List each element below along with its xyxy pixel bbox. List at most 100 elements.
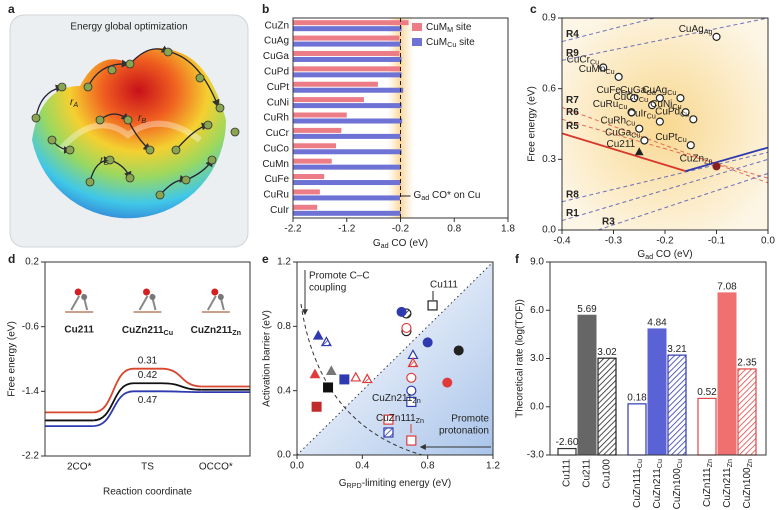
y-tick-label: 0.9 [542, 13, 556, 24]
x-tick-label: -2.2 [284, 224, 302, 235]
point-label: CuCrCu [567, 54, 600, 66]
y-tick-label: 6.0 [530, 305, 544, 316]
text-part: site [453, 22, 472, 33]
bar [293, 103, 402, 109]
text-part: CuRh [600, 115, 626, 126]
text-part: CO* on Cu [429, 190, 480, 201]
panel-letter: f [515, 252, 520, 266]
point [689, 115, 698, 124]
point-label: CuAgCu [642, 85, 676, 97]
region-line [685, 146, 769, 172]
point-label: Cu211 [607, 139, 636, 150]
subscript: Cu [631, 130, 640, 139]
point [712, 32, 721, 41]
state-node [230, 127, 240, 137]
subscript: B [141, 116, 146, 125]
y-tick-label: 9.0 [530, 257, 544, 268]
text-part: CuAg [679, 23, 704, 34]
bar [293, 66, 401, 72]
point [453, 345, 464, 356]
subscript: Cu [447, 40, 456, 49]
point-label: CuZn111Zn [376, 413, 424, 425]
optimization-arrow [87, 59, 130, 88]
annotation: Promote C–C [309, 271, 370, 282]
category-label: CuCr [266, 128, 290, 139]
x-tick-label: CuZn100Cu [672, 459, 684, 509]
text-part: G [373, 238, 381, 249]
point-label: CuRhCu [600, 115, 635, 127]
point [686, 141, 695, 150]
point [712, 162, 721, 171]
bar [293, 35, 400, 41]
state-node [215, 103, 225, 113]
point-label: CuPtCu [655, 132, 686, 144]
bond [70, 295, 81, 311]
point [320, 336, 332, 347]
subscript: C [103, 158, 109, 167]
y-tick-label: 0.3 [542, 154, 556, 165]
bar [647, 328, 667, 456]
value-label: -2.60 [556, 437, 579, 448]
bar [577, 314, 597, 456]
region-line [561, 118, 769, 179]
category-label: CuFe [265, 174, 290, 185]
subscript: Cu [164, 328, 174, 337]
point [406, 435, 417, 446]
subscript: RPD [347, 481, 362, 490]
state-node [171, 145, 181, 155]
state-node [57, 82, 67, 92]
subscript: Cu [626, 119, 635, 128]
y-tick-label: 0.0 [530, 401, 544, 412]
plot-frame [296, 261, 494, 456]
panel-letter: b [262, 2, 269, 16]
point [635, 124, 644, 133]
state-node [83, 82, 93, 92]
point [676, 93, 685, 103]
bar [293, 133, 401, 139]
text-part: CuZn211 [652, 468, 663, 509]
subscript: ad [381, 241, 389, 250]
text-part: CO (eV) [653, 249, 692, 260]
x-tick-label: -1.2 [338, 224, 356, 235]
panel-letter: e [262, 252, 269, 266]
text-part: CuAg [642, 85, 667, 96]
x-tick-label: -0.2 [392, 224, 410, 235]
value-label: 2.35 [737, 358, 757, 369]
x-tick-label: 0.0 [290, 461, 304, 472]
x-tick-label: -0.2 [656, 236, 674, 247]
bar [293, 41, 401, 47]
y-tick-label: 1.2 [277, 257, 291, 268]
state-node [65, 145, 75, 155]
text-part: r [70, 97, 74, 108]
x-tick-label: -0.3 [605, 236, 623, 247]
subscript: Zn [745, 459, 754, 467]
x-tick-label: 0.0 [761, 236, 775, 247]
point [407, 357, 419, 368]
point [339, 374, 350, 385]
point [361, 373, 373, 384]
y-axis-label: Free energy (eV) [7, 321, 18, 397]
energy-connector [93, 382, 134, 422]
energy-surface [32, 48, 227, 219]
text-part: G [339, 478, 347, 489]
atom-c [149, 294, 156, 300]
optimization-arrow [169, 51, 220, 108]
point [396, 306, 407, 317]
region-line [561, 107, 769, 184]
category-label: CuPt [267, 82, 289, 93]
atom-c [217, 294, 224, 300]
point [383, 414, 394, 425]
plot-background [562, 18, 768, 230]
text-part: CuZn [680, 153, 704, 164]
point [323, 382, 334, 393]
y-tick-label: 0.6 [542, 83, 556, 94]
point [427, 300, 438, 311]
y-tick-label: 0.2 [25, 257, 39, 268]
text-part: CuPt [655, 132, 677, 143]
point [401, 322, 412, 334]
legend-label: CuMCu site [426, 37, 475, 49]
text-part: CuNi [650, 99, 672, 110]
x-tick-label: 0.4 [355, 461, 369, 472]
subscript: Cu [647, 112, 656, 121]
